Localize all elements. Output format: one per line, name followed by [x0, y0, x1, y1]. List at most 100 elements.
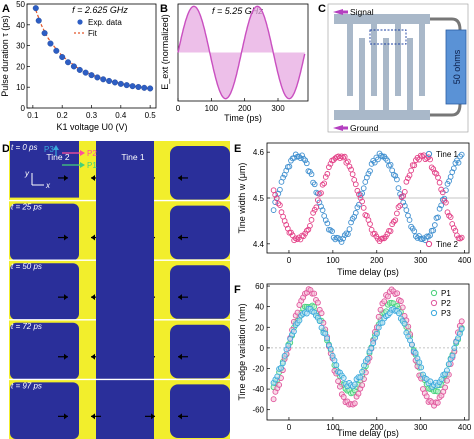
- panel-e-data-point: [438, 202, 445, 209]
- panel-e-data-point: [428, 164, 435, 171]
- panel-e-data-point: [272, 192, 279, 198]
- panel-f-data-point: [281, 352, 288, 359]
- panel-e-data-point: [289, 232, 296, 239]
- panel-f-data-point: [357, 374, 364, 381]
- panel-b-xtick-label: 300: [271, 104, 285, 113]
- panel-e-data-point: [446, 212, 452, 219]
- p1-label: P1: [87, 161, 97, 170]
- panel-a-data-point: [35, 17, 42, 24]
- panel-f-data-point: [434, 399, 441, 406]
- panel-e-data-point: [431, 169, 438, 176]
- panel-e-data-point: [394, 210, 400, 217]
- sem-edge-arrowhead-icon: [64, 294, 68, 301]
- panel-a-data-point: [47, 40, 54, 47]
- panel-a-xlabel: K1 voltage U0 (V): [56, 122, 127, 132]
- panel-a-legend-fit: Fit: [88, 29, 98, 38]
- sem-edge-arrowhead-icon: [91, 353, 95, 360]
- panel-f-data-point: [351, 381, 358, 388]
- panel-e-data-point: [308, 171, 315, 178]
- panel-f-data-point: [274, 373, 281, 380]
- panel-e-data-point: [286, 163, 293, 170]
- p2-arrowhead-icon: [80, 150, 85, 156]
- panel-e-data-point: [368, 161, 375, 167]
- panel-a-data-point: [135, 83, 142, 90]
- panel-f-data-point: [456, 330, 463, 337]
- panel-e-xtick-label: 100: [326, 256, 340, 265]
- panel-b-xtick-label: 0: [176, 104, 181, 113]
- panel-e-legend-tine2-marker: [425, 240, 433, 248]
- panel-e-xtick-label: 300: [414, 256, 428, 265]
- panel-f-data-point: [351, 400, 358, 407]
- panel-f-ytick-label: 60: [255, 282, 264, 291]
- panel-f-data-point: [359, 382, 366, 389]
- panel-e-data-point: [345, 231, 351, 238]
- sem-tine-center: [96, 141, 154, 439]
- panel-f-data-point: [318, 324, 325, 331]
- panel-a-data-point: [70, 63, 77, 70]
- p3-arrowhead-icon: [53, 145, 59, 150]
- panel-f-data-point: [285, 342, 292, 349]
- panel-f-data-point: [451, 345, 458, 351]
- panel-f-data-point: [316, 318, 323, 325]
- panel-e-data-point: [297, 155, 304, 162]
- ground-label: Ground: [350, 123, 379, 133]
- panel-e-data-point: [296, 153, 302, 160]
- panel-f-legend-p2-marker: [430, 299, 438, 307]
- panel-a-data-point: [100, 76, 107, 83]
- panel-letter-a: A: [2, 3, 10, 15]
- sem-edge-arrowhead-icon: [91, 174, 95, 181]
- panel-e-data-point: [352, 210, 359, 216]
- sem-tine-right: [170, 384, 230, 438]
- panel-f-data-point: [359, 368, 366, 375]
- panel-f-ylabel: Tine edge variation (nm): [237, 303, 247, 400]
- panel-e-y-ticks: 4.4 4.5 4.6: [253, 148, 270, 249]
- panel-f-data-point: [399, 304, 406, 311]
- panel-letter-f: F: [234, 284, 241, 296]
- panel-f-points: [270, 286, 465, 409]
- panel-e-legend-tine1: Tine 1: [436, 150, 458, 159]
- sem-edge-arrowhead-icon: [178, 234, 182, 241]
- panel-c: C 50 ohms Signal Ground: [318, 3, 469, 133]
- panel-e-data-point: [427, 156, 433, 163]
- panel-a-ytick-label: 50: [16, 0, 25, 9]
- sem-tine-left: [10, 322, 79, 380]
- finger-bottom-3: [407, 38, 413, 110]
- panel-f-data-point: [294, 309, 301, 316]
- panel-a-data-point: [106, 77, 113, 84]
- sem-frames: t = 0 ps t = 25 ps t = 50 ps t = 72 ps t = 9…: [9, 141, 230, 439]
- panel-e-data-point: [300, 155, 307, 162]
- panel-e-data-point: [387, 161, 394, 168]
- panel-e-data-point: [322, 217, 329, 224]
- panel-e-data-point: [390, 218, 397, 225]
- panel-f-data-point: [394, 290, 401, 297]
- panel-b-ylabel: E_ext (normalized): [160, 14, 170, 90]
- panel-e-ytick-label: 4.5: [253, 194, 265, 203]
- panel-f-data-point: [418, 364, 425, 371]
- panel-e-data-point: [327, 160, 334, 167]
- sem-edge-arrowhead-icon: [151, 413, 155, 420]
- panel-e-data-point: [458, 151, 465, 158]
- panel-a-data-point: [65, 59, 72, 66]
- panel-e-data-point: [387, 228, 394, 234]
- panel-f-data-point: [368, 345, 375, 352]
- panel-e-data-point: [310, 179, 316, 186]
- panel-f-data-point: [276, 381, 283, 388]
- finger-bottom-2: [383, 38, 389, 110]
- panel-f-data-point: [458, 326, 465, 332]
- tine2-label: Tine 2: [46, 152, 70, 162]
- panel-e-data-point: [313, 204, 320, 211]
- panel-a-ytick-label: 40: [16, 21, 25, 30]
- panel-a-data-point: [147, 85, 154, 92]
- resistor-label: 50 ohms: [452, 49, 462, 84]
- panel-e-data-point: [275, 200, 282, 207]
- sem-tine-right: [170, 146, 230, 200]
- panel-e-data-point: [408, 167, 414, 174]
- panel-a-xtick-label: 0.1: [27, 111, 39, 120]
- panel-f-xtick-label: 200: [370, 423, 384, 432]
- panel-e-data-point: [322, 174, 329, 180]
- panel-f-data-point: [311, 290, 318, 297]
- panel-e-data-point: [431, 222, 438, 228]
- panel-f-data-point: [303, 310, 310, 317]
- panel-e-data-point: [340, 235, 346, 242]
- panel-f-data-point: [322, 330, 329, 337]
